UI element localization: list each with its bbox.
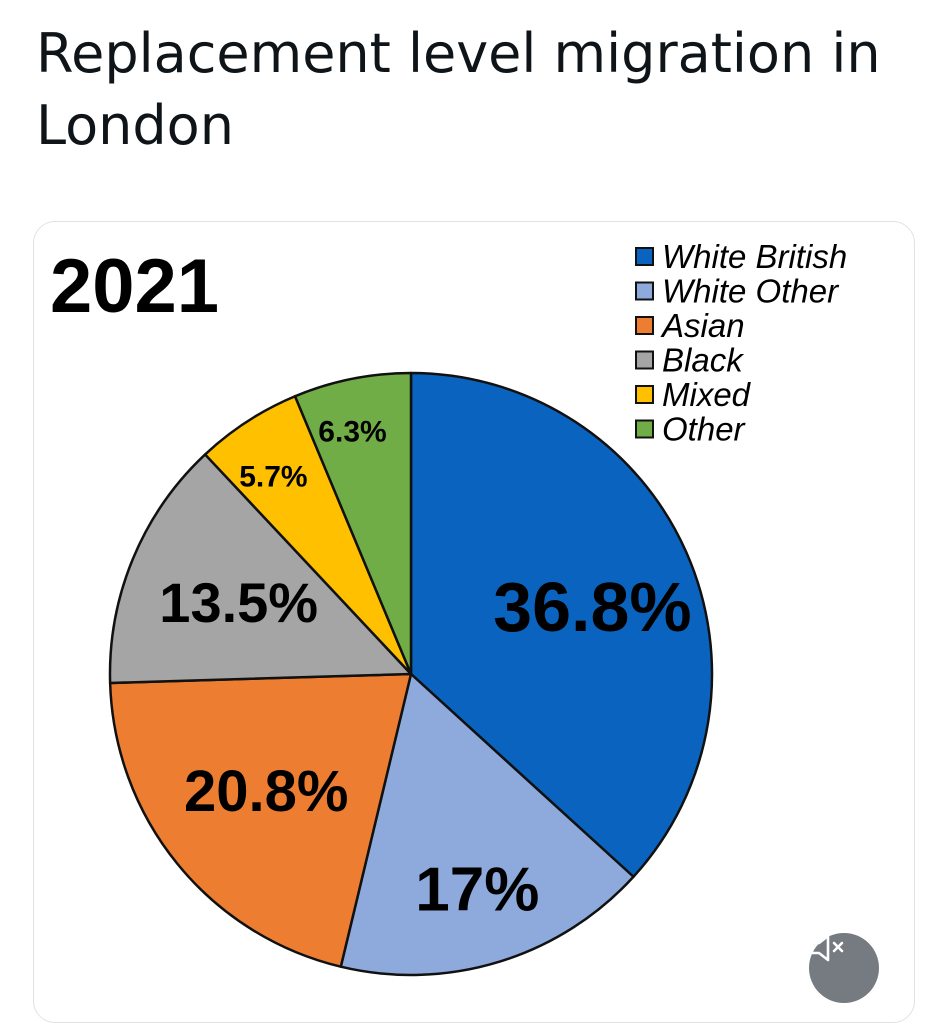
legend-label: White Other (662, 273, 840, 310)
slice-label-other: 6.3% (318, 416, 386, 449)
legend-item-white-british: White British (635, 238, 847, 275)
legend-swatch (635, 385, 654, 404)
pie-slice-white-other (339, 672, 635, 977)
post-text: Replacement level migration in London (36, 22, 881, 157)
slice-label-mixed: 5.7% (239, 460, 307, 493)
legend-label: Asian (660, 307, 745, 344)
legend-label: White British (662, 238, 847, 275)
legend-item-mixed: Mixed (635, 376, 752, 413)
pie-slice-other (293, 371, 413, 676)
slice-label-white-british: 36.8% (493, 568, 691, 646)
legend-swatch (635, 316, 654, 335)
speaker-muted-icon (810, 934, 844, 962)
slice-label-asian: 20.8% (184, 759, 348, 824)
legend-item-asian: Asian (635, 307, 745, 344)
pie-chart: 2021 36.8% 17% 20.8% 13.5% 5.7% 6.3% White Br… (50, 238, 847, 977)
legend-label: Mixed (662, 376, 752, 413)
media-card[interactable]: 2021 36.8% 17% 20.8% 13.5% 5.7% 6.3% White Br… (33, 221, 915, 1023)
slice-label-black: 13.5% (159, 571, 318, 634)
legend-label: Other (662, 411, 747, 448)
mute-button[interactable] (809, 933, 879, 1003)
legend-swatch (635, 281, 654, 301)
legend-item-white-other: White Other (635, 273, 840, 310)
legend-swatch (635, 350, 654, 370)
chart-title: 2021 (50, 244, 219, 329)
legend-swatch (635, 419, 654, 439)
legend-item-black: Black (635, 342, 744, 379)
legend-swatch (635, 247, 654, 266)
pie-slice-asian (108, 672, 413, 968)
slice-label-white-other: 17% (415, 855, 539, 924)
pie-slice-black (108, 453, 413, 685)
pie-slice-white-british (409, 371, 714, 879)
legend-label: Black (662, 342, 744, 379)
legend-item-other: Other (635, 411, 747, 448)
